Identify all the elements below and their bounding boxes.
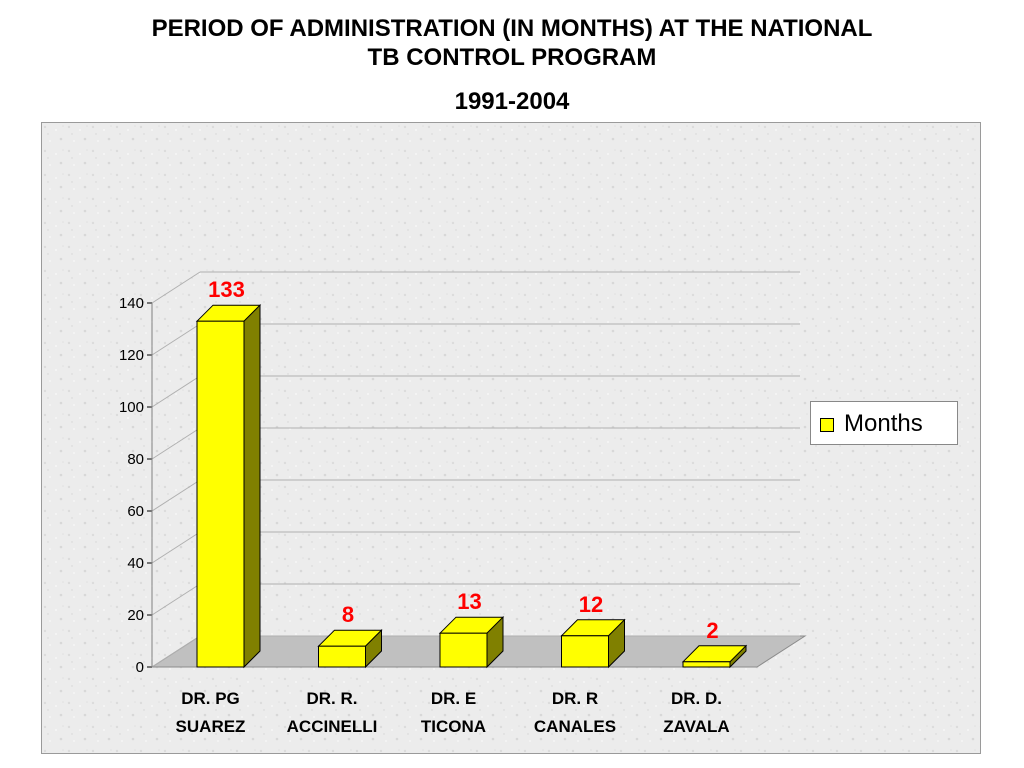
gridline-side [151, 375, 201, 408]
data-label: 13 [457, 589, 481, 614]
bar [318, 645, 366, 668]
chart-subtitle: 1991-2004 [454, 88, 570, 115]
data-label: 8 [342, 602, 354, 627]
data-label: 133 [208, 277, 245, 302]
chart-title-line-1: PERIOD OF ADMINISTRATION (IN MONTHS) AT … [151, 15, 873, 42]
x-category-label: TICONA [421, 717, 486, 736]
x-category-label: DR. D. [671, 689, 722, 708]
x-category-label: SUAREZ [176, 717, 246, 736]
x-category-label: ZAVALA [663, 717, 729, 736]
data-label: 2 [706, 618, 718, 643]
x-axis-categories: DR. PG SUAREZ DR. R. ACCINELLI DR. E TICONA DR… [176, 689, 730, 736]
y-tick-label: 100 [119, 399, 144, 416]
gridline-side [151, 531, 201, 564]
x-category-label: CANALES [534, 717, 616, 736]
y-tick-label: 120 [119, 347, 144, 364]
x-category-label: DR. PG [181, 689, 240, 708]
gridline-side [151, 635, 201, 668]
gridline-side [151, 583, 201, 616]
x-category-label: DR. R. [307, 689, 358, 708]
gridline-side [151, 323, 201, 356]
y-tick-label: 20 [127, 607, 144, 624]
data-labels: 133 8 13 12 2 [208, 277, 718, 643]
y-axis: 0 20 40 60 80 100 120 140 [119, 295, 153, 676]
data-label: 12 [579, 592, 603, 617]
gridline-side [151, 479, 201, 512]
x-category-label: DR. E [431, 689, 476, 708]
gridline-side [151, 427, 201, 460]
bars [195, 303, 748, 669]
bar [561, 635, 609, 668]
bar [196, 320, 245, 668]
bar [682, 661, 731, 668]
x-category-label: DR. R [552, 689, 598, 708]
bar [439, 632, 488, 668]
legend-swatch [820, 418, 834, 432]
y-tick-label: 140 [119, 295, 144, 312]
y-tick-label: 40 [127, 555, 144, 572]
bar-side [243, 303, 261, 669]
legend: Months [810, 401, 958, 445]
x-category-label: ACCINELLI [287, 717, 378, 736]
chart-panel: 0 20 40 60 80 100 120 140 133 8 13 12 2 DR. PG SUARE… [41, 122, 981, 754]
y-tick-label: 80 [127, 451, 144, 468]
chart-title-line-2: TB CONTROL PROGRAM [367, 44, 657, 71]
legend-label: Months [844, 410, 923, 437]
y-tick-label: 60 [127, 503, 144, 520]
y-tick-label: 0 [136, 659, 144, 676]
gridline-side [151, 271, 201, 304]
